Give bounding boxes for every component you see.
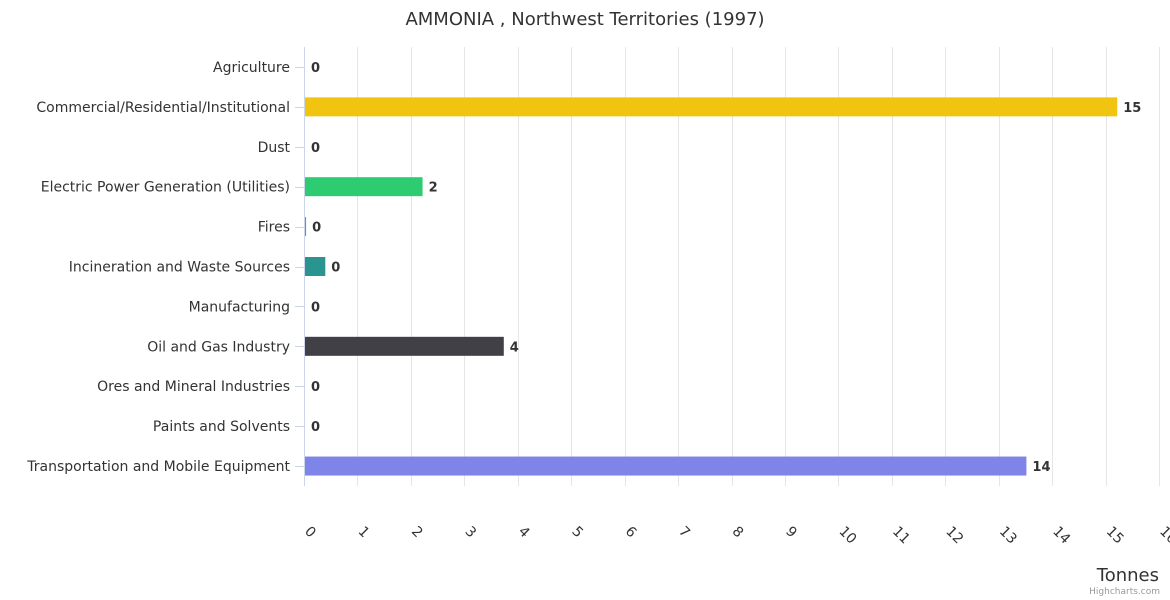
bar[interactable] <box>305 336 504 356</box>
data-label: 0 <box>311 300 320 315</box>
category-label: Fires <box>258 220 290 236</box>
category-label: Paints and Solvents <box>153 419 290 435</box>
category-label: Oil and Gas Industry <box>147 339 290 355</box>
data-labels: 0 15 0 2 0 0 0 4 0 0 14 <box>311 61 1141 475</box>
bar[interactable] <box>305 177 423 197</box>
category-label: Electric Power Generation (Utilities) <box>41 180 290 196</box>
data-label: 0 <box>311 141 320 156</box>
data-label: 0 <box>312 221 321 236</box>
bar[interactable] <box>305 257 326 276</box>
category-label: Dust <box>258 140 291 156</box>
data-label: 0 <box>311 61 320 76</box>
category-label: Agriculture <box>213 60 290 76</box>
bar[interactable] <box>305 217 307 237</box>
category-label: Ores and Mineral Industries <box>97 379 290 395</box>
chart-title: AMMONIA , Northwest Territories (1997) <box>405 9 764 30</box>
category-label: Incineration and Waste Sources <box>69 260 290 276</box>
category-axis: Agriculture Commercial/Residential/Instit… <box>26 47 305 486</box>
bar[interactable] <box>305 456 1027 476</box>
data-label: 0 <box>311 420 320 435</box>
data-label: 0 <box>311 380 320 395</box>
data-label: 4 <box>510 340 519 355</box>
data-label: 14 <box>1032 460 1050 475</box>
data-label: 0 <box>331 261 340 276</box>
category-label: Manufacturing <box>189 299 290 315</box>
bars <box>305 97 1118 476</box>
value-axis-title: Tonnes <box>1096 565 1159 586</box>
category-label: Transportation and Mobile Equipment <box>26 459 290 475</box>
credit-link[interactable]: Highcharts.com <box>1089 587 1160 597</box>
category-label: Commercial/Residential/Institutional <box>36 100 290 116</box>
data-label: 2 <box>429 181 438 196</box>
grid-lines <box>304 47 1160 486</box>
bar[interactable] <box>305 97 1118 117</box>
data-label: 15 <box>1123 101 1141 116</box>
